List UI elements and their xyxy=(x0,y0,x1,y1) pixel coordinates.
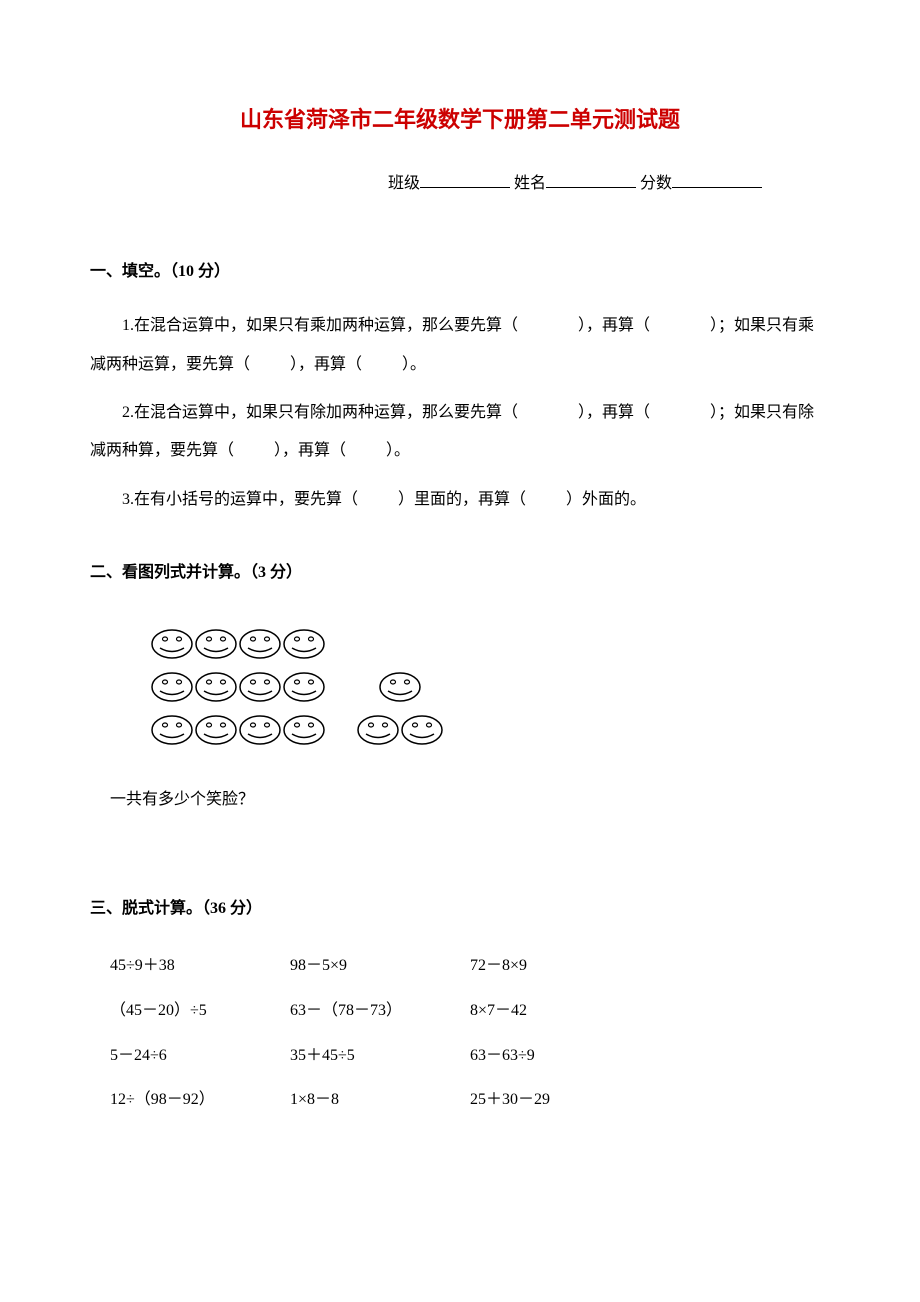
question-1: 1.在混合运算中，如果只有乘加两种运算，那么要先算（），再算（）；如果只有乘减两… xyxy=(90,307,830,384)
name-label: 姓名 xyxy=(514,175,546,192)
section2-question: 一共有多少个笑脸？ xyxy=(110,786,830,815)
question-3: 3.在有小括号的运算中，要先算（ ）里面的，再算（ ）外面的。 xyxy=(90,481,830,519)
q1-p5: ）。 xyxy=(402,356,426,373)
score-label: 分数 xyxy=(640,175,672,192)
q1-p2: ），再算（ xyxy=(578,317,650,334)
calc-cell: 5－24÷6 xyxy=(110,1034,290,1079)
calc-cell: （45－20）÷5 xyxy=(110,989,290,1034)
smiley-icon xyxy=(150,671,194,703)
table-row: 45÷9＋3898－5×972－8×9 xyxy=(110,944,650,989)
q1-p1: 1.在混合运算中，如果只有乘加两种运算，那么要先算（ xyxy=(122,317,518,334)
smiley-icon xyxy=(282,628,326,660)
name-blank xyxy=(546,172,636,188)
smiley-icon xyxy=(356,714,400,746)
score-blank xyxy=(672,172,762,188)
class-blank xyxy=(420,172,510,188)
calc-table: 45÷9＋3898－5×972－8×9（45－20）÷563－（78－73）8×… xyxy=(110,944,650,1123)
q3-p1: 3.在有小括号的运算中，要先算（ xyxy=(122,491,358,508)
smiley-icon xyxy=(400,714,444,746)
smiley-row xyxy=(356,714,444,757)
calc-cell: 63－（78－73） xyxy=(290,989,470,1034)
q1-p4: ），再算（ xyxy=(290,356,362,373)
smiley-icon xyxy=(194,714,238,746)
calc-cell: 63－63÷9 xyxy=(470,1034,650,1079)
q2-p1: 2.在混合运算中，如果只有除加两种运算，那么要先算（ xyxy=(122,404,518,421)
smiley-row xyxy=(150,714,326,757)
q3-p3: ）外面的。 xyxy=(566,491,646,508)
smiley-row xyxy=(150,628,326,671)
section2-heading: 二、看图列式并计算。（3 分） xyxy=(90,559,830,588)
header-fields: 班级 姓名 分数 xyxy=(90,170,830,199)
section3-heading: 三、脱式计算。（36 分） xyxy=(90,895,830,924)
table-row: 12÷（98－92）1×8－825＋30－29 xyxy=(110,1078,650,1123)
q2-p5: ）。 xyxy=(386,442,410,459)
q2-p2: ），再算（ xyxy=(578,404,650,421)
smiley-icon xyxy=(194,671,238,703)
calc-cell: 12÷（98－92） xyxy=(110,1078,290,1123)
calc-cell: 35＋45÷5 xyxy=(290,1034,470,1079)
smiley-figure xyxy=(150,628,830,756)
calc-cell: 45÷9＋38 xyxy=(110,944,290,989)
question-2: 2.在混合运算中，如果只有除加两种运算，那么要先算（），再算（）；如果只有除减两… xyxy=(90,394,830,471)
smiley-row xyxy=(150,671,326,714)
smiley-pyramid xyxy=(356,671,444,757)
smiley-icon xyxy=(150,628,194,660)
q3-p2: ）里面的，再算（ xyxy=(398,491,526,508)
smiley-icon xyxy=(282,714,326,746)
smiley-icon xyxy=(238,671,282,703)
calc-cell: 98－5×9 xyxy=(290,944,470,989)
page-title: 山东省菏泽市二年级数学下册第二单元测试题 xyxy=(90,100,830,140)
smiley-icon xyxy=(238,714,282,746)
smiley-icon xyxy=(282,671,326,703)
section1-heading: 一、填空。（10 分） xyxy=(90,258,830,287)
class-label: 班级 xyxy=(388,175,420,192)
calc-cell: 8×7－42 xyxy=(470,989,650,1034)
smiley-icon xyxy=(378,671,422,703)
q2-p4: ），再算（ xyxy=(274,442,346,459)
smiley-grid xyxy=(150,628,326,756)
calc-cell: 25＋30－29 xyxy=(470,1078,650,1123)
smiley-icon xyxy=(238,628,282,660)
table-row: （45－20）÷563－（78－73）8×7－42 xyxy=(110,989,650,1034)
table-row: 5－24÷635＋45÷563－63÷9 xyxy=(110,1034,650,1079)
smiley-icon xyxy=(150,714,194,746)
smiley-row xyxy=(378,671,422,714)
calc-cell: 1×8－8 xyxy=(290,1078,470,1123)
calc-cell: 72－8×9 xyxy=(470,944,650,989)
smiley-icon xyxy=(194,628,238,660)
